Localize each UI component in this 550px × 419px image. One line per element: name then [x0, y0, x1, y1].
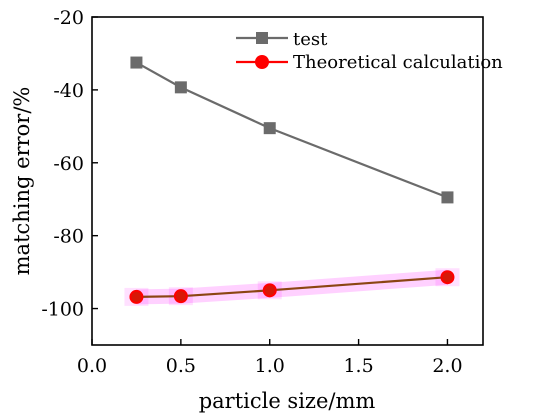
series-theory-point [262, 283, 277, 298]
x-tick-label: 0.5 [166, 355, 196, 377]
plot-frame [91, 16, 484, 346]
legend-theory-label: Theoretical calculation [293, 52, 503, 73]
y-tick-label: -20 [53, 7, 84, 29]
series-theory-point [129, 289, 144, 304]
y-axis-label: matching error/% [10, 87, 34, 276]
x-axis-label: particle size/mm [199, 389, 376, 413]
x-axis: 0.0 0.5 1.0 1.5 2.0 [77, 339, 463, 377]
series-theory-point-core [264, 285, 275, 296]
series-theory-line [136, 276, 448, 298]
y-tick-label: -40 [53, 80, 84, 102]
y-tick-label: -100 [41, 299, 84, 321]
x-tick-label: 0.0 [77, 355, 107, 377]
x-tick-label: 1.5 [343, 355, 373, 377]
series-theory-point-core [131, 291, 142, 302]
series-test-point [174, 81, 187, 94]
plot-area [124, 56, 460, 306]
legend: test Theoretical calculation [236, 29, 503, 73]
y-tick-label: -80 [53, 226, 84, 248]
y-axis: -20 -40 -60 -80 -100 [41, 7, 98, 321]
series-test-line [135, 61, 448, 199]
legend-test-label: test [293, 29, 328, 50]
series-theory-point [173, 289, 188, 304]
series-test-point [130, 56, 143, 69]
series-test-point [441, 191, 454, 204]
legend-theory-marker [255, 55, 269, 69]
series-theory-point-core [442, 272, 453, 283]
y-tick-label: -60 [53, 153, 84, 175]
series-theory-point [440, 270, 455, 285]
x-tick-label: 2.0 [432, 355, 462, 377]
x-tick-label: 1.0 [255, 355, 285, 377]
series-test-point [263, 122, 276, 135]
legend-test-marker [256, 32, 268, 44]
series-theory-point-core [175, 291, 186, 302]
